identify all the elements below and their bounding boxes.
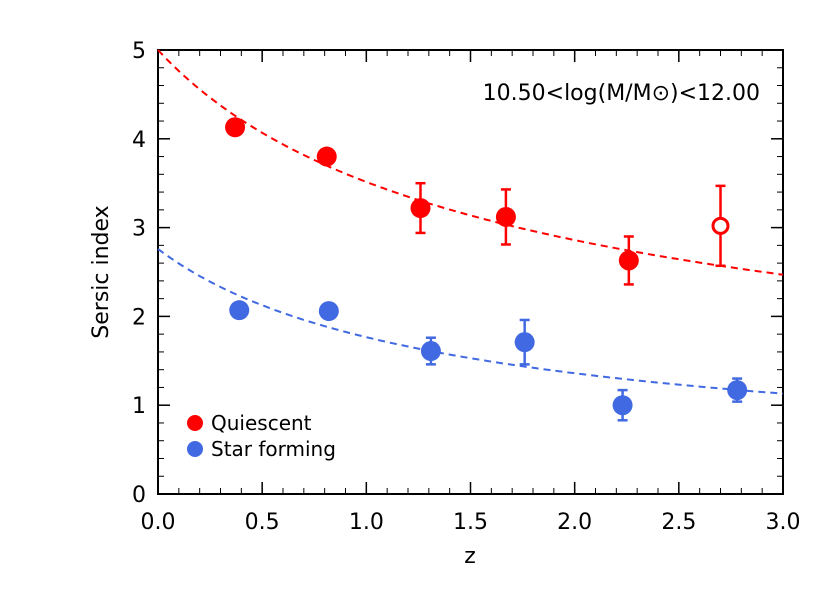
data-point — [229, 300, 250, 321]
x-tick-label: 2.0 — [557, 510, 592, 535]
annotation-mass-range: 10.50<log(M/M⊙)<12.00 — [483, 81, 760, 106]
data-point — [514, 332, 535, 353]
legend: Quiescent Star forming — [187, 411, 336, 461]
data-point — [420, 341, 441, 362]
y-tick-label: 5 — [132, 39, 146, 64]
x-tick-label: 1.0 — [349, 510, 384, 535]
y-axis-label: Sersic index — [89, 205, 114, 338]
y-tick-label: 4 — [132, 128, 146, 153]
y-tick-label: 2 — [132, 305, 146, 330]
x-tick-label: 2.5 — [661, 510, 696, 535]
data-point — [727, 380, 748, 401]
y-tick-label: 0 — [132, 483, 146, 508]
legend-label-star-forming: Star forming — [211, 437, 336, 461]
x-tick-label: 1.5 — [453, 510, 488, 535]
data-point-open — [711, 216, 730, 235]
x-axis-label: z — [464, 544, 476, 569]
data-point — [612, 395, 633, 416]
fit-curve-0 — [157, 49, 784, 276]
x-tick-label: 3.0 — [766, 510, 801, 535]
legend-marker-star-forming — [187, 441, 203, 457]
data-point — [410, 198, 431, 219]
data-point — [225, 117, 246, 138]
y-tick-label: 3 — [132, 217, 146, 242]
axis-ticks: 0.0 0.5 1.0 1.5 2.0 2.5 3.0 0 1 2 3 4 5 — [132, 39, 801, 535]
fit-curve-1 — [157, 248, 784, 395]
data-points — [225, 117, 748, 422]
legend-label-quiescent: Quiescent — [211, 411, 312, 435]
legend-marker-quiescent — [187, 415, 203, 431]
x-tick-label: 0.0 — [141, 510, 176, 535]
data-point — [318, 301, 339, 322]
data-point — [618, 250, 639, 271]
x-tick-label: 0.5 — [245, 510, 280, 535]
data-point — [316, 146, 337, 167]
fit-curves — [157, 49, 784, 395]
y-tick-label: 1 — [132, 394, 146, 419]
data-point — [495, 206, 516, 227]
